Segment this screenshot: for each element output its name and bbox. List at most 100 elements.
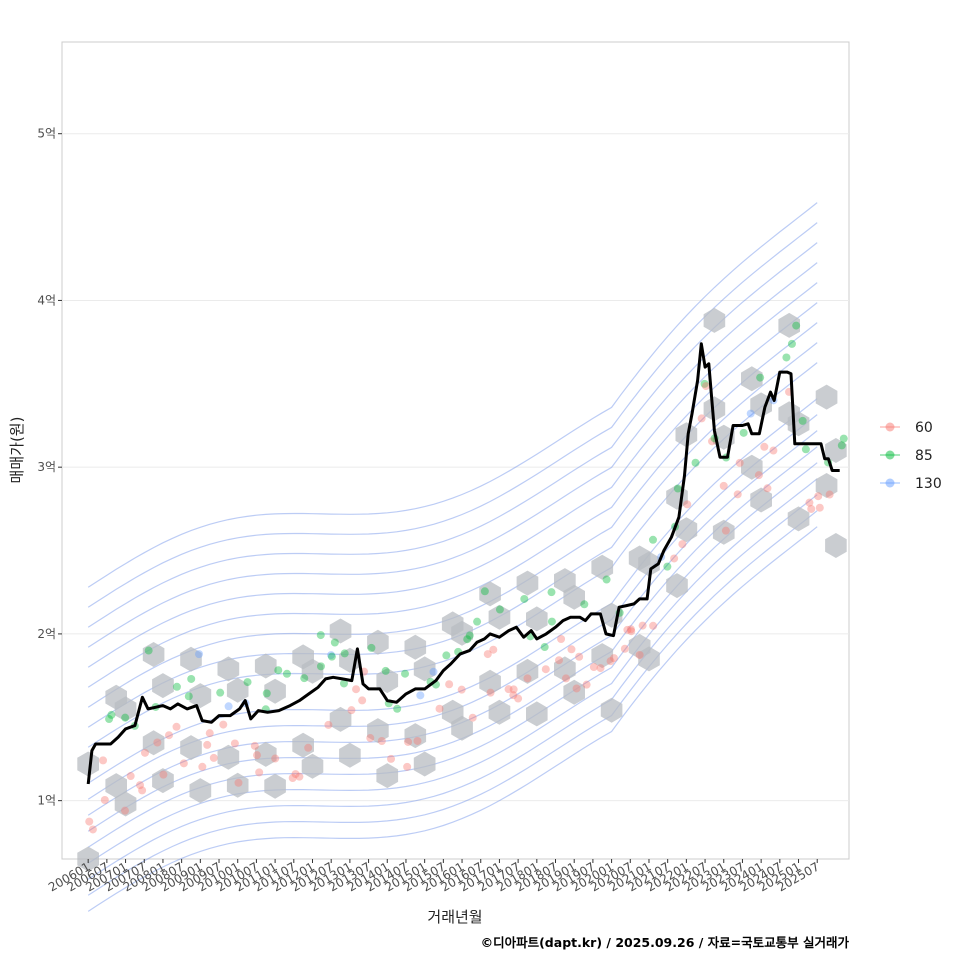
hexbin [254,741,277,767]
scatter-point [504,685,513,694]
scatter-point [442,651,451,660]
contour-line [87,398,818,784]
scatter-point [457,685,466,694]
hexbin [666,573,688,599]
scatter-point [801,445,810,454]
scatter-point [300,674,309,683]
contour-line [87,362,818,748]
x-axis-title: 거래년월 [427,908,482,926]
hexbin [638,646,660,672]
scatter-point [697,414,706,423]
scatter-point [756,373,765,382]
hexbin [339,742,361,768]
scatter-point [330,638,339,647]
scatter-point [760,442,769,451]
hexbin [189,778,212,804]
scatter-point [572,684,581,693]
hexbin [329,706,352,732]
scatter-point [164,731,173,740]
scatter-point [463,635,472,644]
scatter-point [387,754,396,763]
hexbin [563,679,585,705]
scatter-point [377,737,386,746]
hexbin [675,422,698,448]
scatter-point [495,605,504,614]
scatter-point [815,503,824,512]
scatter-point [340,649,349,658]
scatter-point [807,504,816,513]
hexbin [451,620,473,646]
scatter-point [381,666,390,675]
scatter-point [393,704,402,713]
scatter-point [262,689,271,698]
scatter-point [648,535,657,544]
scatter-point [179,759,188,768]
scatter-point [663,562,672,571]
scatter-point [557,634,566,643]
hexbin-layer [77,307,847,872]
y-axis: 1억 2억 3억 4억 5억 [37,127,62,808]
scatter-point [85,817,94,826]
hexbin [488,699,511,725]
legend-key-dot [885,478,895,488]
y-tick-label: 1억 [37,794,56,808]
hexbin [264,678,286,704]
scatter-point [203,740,212,749]
scatter-point [763,484,772,493]
y-axis-title: 매매가(원) [8,417,26,484]
scatter-point [230,739,239,748]
y-tick-label: 4억 [37,293,56,307]
legend: 60 85 130 [880,420,942,492]
scatter-point [105,715,114,724]
x-axis: 2006012006072007012007072008012008072009… [46,859,822,895]
scatter-point [701,382,710,391]
hexbin [217,744,240,770]
contour-line [87,446,818,832]
scatter-point [547,617,556,626]
hexbin [114,791,137,817]
scatter-point [153,738,162,747]
scatter-point [205,729,214,738]
hexbin [301,753,324,779]
scatter-point [787,339,796,348]
scatter-point [144,646,153,655]
scatter-point [805,498,814,507]
scatter-point [541,665,550,674]
hexbin [703,396,726,422]
scatter-point [435,704,444,713]
scatter-point [291,770,300,779]
hexbin [591,643,614,669]
hexbin [301,658,324,684]
hexbin [180,735,202,761]
hexbin [404,723,427,749]
scatter-point [243,678,252,687]
scatter-point [708,437,717,446]
scatter-point [404,737,413,746]
contour-line [87,510,818,896]
scatter-point [582,680,591,689]
scatter-point [839,434,848,443]
hexbin [413,656,436,682]
scatter-point [250,741,259,750]
hexbin [563,584,585,610]
scatter-point [195,650,204,659]
contour-line [87,302,818,688]
scatter-point [635,650,644,659]
scatter-point [295,772,304,781]
scatter-point [670,554,679,563]
scatter-point [413,736,422,745]
scatter-point [683,500,692,509]
scatter-point [136,781,145,790]
scatter-point [509,685,518,694]
hexbin [152,673,174,699]
legend-label: 130 [915,476,942,492]
hexbin [516,570,539,596]
hexbin [825,438,847,463]
legend-key-dot [885,450,895,460]
scatter-point [429,667,438,676]
scatter-point [255,768,264,777]
y-tick-label: 3억 [37,460,56,474]
hexbin [638,551,660,577]
scatter-point [602,575,611,584]
